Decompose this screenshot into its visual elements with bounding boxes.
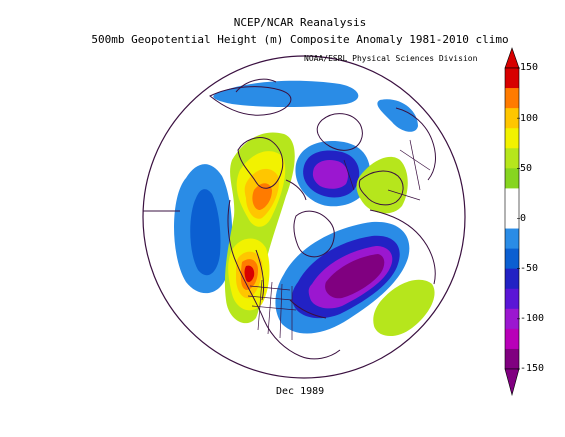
negative-anomaly-west bbox=[174, 164, 233, 294]
map-title: NCEP/NCAR Reanalysis bbox=[233, 16, 367, 29]
colorbar-tick-minus-50: -50 bbox=[520, 263, 539, 274]
credit-label: NOAA/ESRL Physical Sciences Division bbox=[304, 54, 478, 63]
colorbar-segment bbox=[505, 168, 519, 189]
colorbar-arrow-top bbox=[504, 47, 520, 69]
colorbar-segment bbox=[505, 148, 519, 169]
anomaly-field bbox=[143, 56, 465, 378]
colorbar-segment bbox=[505, 328, 519, 350]
colorbar-segment bbox=[505, 248, 519, 270]
negative-anomaly-siberia bbox=[377, 99, 418, 132]
colorbar-tick-150: 150 bbox=[520, 62, 539, 73]
colorbar-arrow-bottom bbox=[504, 368, 520, 397]
colorbar-tick-minus-150: -150 bbox=[520, 363, 545, 374]
coastlines bbox=[209, 78, 436, 360]
colorbar-segment bbox=[505, 188, 519, 209]
colorbar-tick-50: 50 bbox=[520, 163, 533, 174]
borders bbox=[247, 139, 431, 340]
colorbar-segment bbox=[505, 288, 519, 310]
colorbar-tick-minus-100: -100 bbox=[520, 313, 545, 324]
colorbar-segment bbox=[505, 208, 519, 230]
colorbar-segment bbox=[505, 308, 519, 330]
map-subtitle: 500mb Geopotential Height (m) Composite … bbox=[91, 33, 509, 46]
negative-anomaly-north bbox=[213, 80, 359, 107]
colorbar-tick-100: 100 bbox=[520, 113, 539, 124]
colorbar-segment bbox=[505, 228, 519, 250]
colorbar-segment bbox=[505, 268, 519, 290]
colorbar-segment bbox=[505, 68, 519, 89]
colorbar-segment bbox=[505, 88, 519, 109]
negative-anomaly-central bbox=[275, 221, 410, 334]
colorbar-segment bbox=[505, 348, 519, 370]
colorbar: 150 100 50 0 -50 -100 -150 bbox=[504, 44, 564, 400]
negative-anomaly-arctic bbox=[295, 140, 371, 207]
positive-anomaly-southeast bbox=[373, 279, 435, 337]
date-label: Dec 1989 bbox=[276, 386, 325, 397]
colorbar-segment bbox=[505, 108, 519, 129]
map-boundary bbox=[142, 55, 466, 379]
colorbar-tick-0: 0 bbox=[520, 213, 527, 224]
colorbar-strip bbox=[504, 47, 520, 397]
colorbar-segment bbox=[505, 128, 519, 149]
